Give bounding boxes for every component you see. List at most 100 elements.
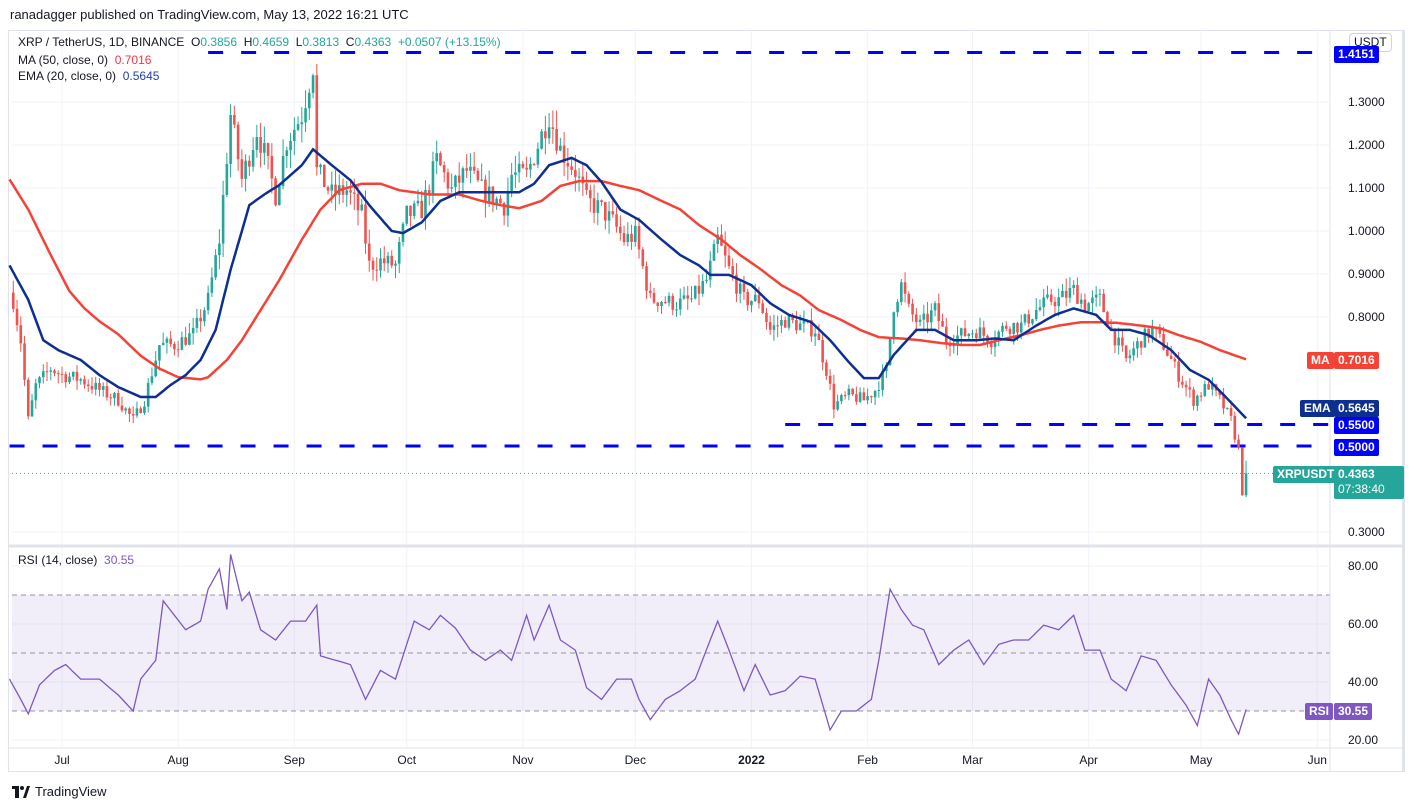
candle-body xyxy=(566,162,570,167)
rsi-legend-value: 30.55 xyxy=(104,553,135,567)
candle-body xyxy=(615,214,618,227)
time-tick-label: Mar xyxy=(962,753,983,767)
candle-body xyxy=(34,383,38,401)
candle-body xyxy=(521,163,525,168)
grid xyxy=(12,31,1330,748)
candle-body xyxy=(210,277,214,293)
candle-body xyxy=(56,373,60,375)
candle-body xyxy=(847,388,851,396)
rsi-tag-name: RSI xyxy=(1305,703,1334,720)
candle-body xyxy=(813,333,817,337)
candle-body xyxy=(798,323,802,331)
candle-body xyxy=(1008,328,1012,334)
candle-body xyxy=(124,408,127,411)
candle-body xyxy=(791,315,794,320)
candle-body xyxy=(967,333,971,337)
candle-body xyxy=(663,302,667,304)
candle-body xyxy=(405,205,409,224)
candle-body xyxy=(416,200,420,204)
candle-body xyxy=(742,283,746,292)
candle-body xyxy=(1053,301,1057,307)
footer-brand: TradingView xyxy=(35,784,107,799)
candle-body xyxy=(1076,284,1079,304)
candle-body xyxy=(364,204,367,244)
candle-body xyxy=(397,241,401,264)
time-tick-label: 2022 xyxy=(738,753,765,767)
candle-body xyxy=(862,392,866,401)
candle-body xyxy=(450,187,453,189)
candle-body xyxy=(356,193,360,211)
candle-body xyxy=(637,225,641,250)
candle-body xyxy=(828,375,832,384)
rsi-line xyxy=(8,554,1247,736)
candle-body xyxy=(633,225,637,242)
candle-body xyxy=(203,310,206,322)
candle-body xyxy=(360,204,364,211)
candle-body xyxy=(442,165,446,173)
candle-body xyxy=(1001,325,1004,332)
candle-body xyxy=(240,159,244,179)
rsi-tick-label: 20.00 xyxy=(1348,733,1378,747)
candle-body xyxy=(1139,341,1143,348)
time-tick-label: Apr xyxy=(1079,753,1098,767)
candle-body xyxy=(255,136,259,151)
candle-body xyxy=(607,211,611,221)
candle-body xyxy=(1158,329,1162,334)
candle-body xyxy=(1181,381,1184,385)
candle-body xyxy=(446,172,450,189)
candle-body xyxy=(1162,333,1165,350)
candle-body xyxy=(1237,439,1240,448)
ema-legend[interactable]: EMA (20, close, 0) 0.5645 xyxy=(18,69,159,83)
time-tick-label: Jul xyxy=(54,753,69,767)
tradingview-footer[interactable]: TradingView xyxy=(12,784,107,799)
candle-body xyxy=(326,187,330,191)
candle-body xyxy=(1083,299,1087,312)
candle-body xyxy=(1136,341,1139,349)
candle-body xyxy=(330,184,334,191)
candle-body xyxy=(712,244,716,261)
candle-body xyxy=(1226,407,1229,409)
candle-body xyxy=(735,274,738,294)
candle-body xyxy=(604,202,607,221)
candle-body xyxy=(86,384,90,386)
ma-legend[interactable]: MA (50, close, 0) 0.7016 xyxy=(18,53,151,67)
candle-body xyxy=(952,345,956,347)
candle-body xyxy=(289,141,292,151)
ma-tag-value: 0.7016 xyxy=(1334,352,1379,369)
candle-body xyxy=(424,189,427,219)
candle-body xyxy=(746,291,750,306)
candle-body xyxy=(648,290,652,294)
candle-body xyxy=(514,172,517,175)
candle-body xyxy=(38,377,41,384)
candle-body xyxy=(199,317,202,322)
candle-body xyxy=(1147,328,1150,338)
candle-body xyxy=(611,211,615,215)
candle-body xyxy=(1177,361,1180,382)
candle-body xyxy=(225,164,229,195)
candle-body xyxy=(139,408,142,413)
candle-body xyxy=(248,160,251,167)
time-tick-label: Dec xyxy=(625,753,646,767)
candle-body xyxy=(821,339,824,363)
price-tick-label: 1.1000 xyxy=(1348,181,1385,195)
candle-body xyxy=(109,397,113,399)
price-tag-value: 0.4363 xyxy=(1338,467,1375,481)
candle-body xyxy=(941,321,944,327)
candle-body xyxy=(499,198,502,204)
candle-body xyxy=(873,390,877,398)
low-label: L xyxy=(295,35,303,49)
candle-body xyxy=(173,343,176,350)
candle-body xyxy=(180,337,184,350)
candle-body xyxy=(218,243,221,256)
candle-body xyxy=(487,186,491,203)
rsi-legend[interactable]: RSI (14, close) 30.55 xyxy=(18,553,134,567)
candle-body xyxy=(53,370,56,374)
candle-body xyxy=(300,122,304,125)
candle-body xyxy=(577,176,581,178)
candle-body xyxy=(989,343,993,348)
candle-body xyxy=(221,194,225,244)
candle-body xyxy=(997,331,1001,342)
candle-body xyxy=(776,325,779,327)
candle-body xyxy=(431,161,435,194)
